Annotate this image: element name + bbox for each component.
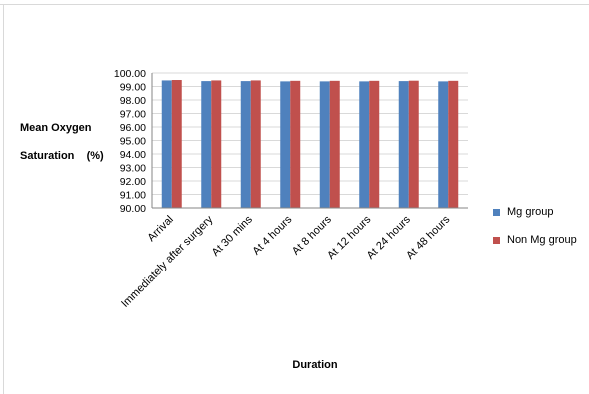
x-tick-label: At 30 mins <box>210 213 256 259</box>
legend-item-non-mg-group: Non Mg group <box>493 234 577 246</box>
bar-non-mg-group <box>290 80 301 208</box>
legend-item-mg-group: Mg group <box>493 206 553 218</box>
y-tick-label: 92.00 <box>120 176 146 188</box>
y-tick-label: 98.00 <box>120 95 146 107</box>
y-tick-label: 96.00 <box>120 122 146 134</box>
y-tick-label: 93.00 <box>120 163 146 175</box>
grid-layer <box>152 72 468 209</box>
bar-non-mg-group <box>329 80 340 208</box>
bar-mg-group <box>398 81 409 208</box>
y-tick-label: 91.00 <box>120 190 146 202</box>
frame-border-left <box>3 4 4 394</box>
bar-mg-group <box>201 81 212 208</box>
legend-swatch-non-mg-group <box>493 236 500 244</box>
y-axis-label-line-2: Saturation (%) <box>20 150 104 162</box>
bar-mg-group <box>359 81 370 208</box>
bar-non-mg-group <box>211 80 222 208</box>
bar-mg-group <box>438 81 449 208</box>
bar-non-mg-group <box>171 80 182 208</box>
bar-mg-group <box>161 80 172 208</box>
x-tick-label: Arrival <box>145 214 176 245</box>
bars <box>161 80 459 208</box>
bar-non-mg-group <box>369 80 380 208</box>
bar-mg-group <box>240 81 251 208</box>
bar-non-mg-group <box>448 80 459 208</box>
legend-swatch-mg-group <box>493 208 500 216</box>
bar-mg-group <box>319 81 330 208</box>
y-axis-label-line-1: Mean Oxygen <box>20 122 92 134</box>
x-tick-label: At 4 hours <box>250 213 294 257</box>
legend-label-non-mg-group: Non Mg group <box>507 234 577 246</box>
y-tick-label: 97.00 <box>120 109 146 121</box>
bar-mg-group <box>280 81 291 208</box>
bar-non-mg-group <box>250 80 261 208</box>
frame-border-top <box>0 4 589 5</box>
y-tick-label: 99.00 <box>120 82 146 94</box>
legend-label-mg-group: Mg group <box>507 206 554 218</box>
bar-non-mg-group <box>408 80 419 208</box>
x-axis-label: Duration <box>292 359 338 371</box>
y-tick-label: 94.00 <box>120 149 146 161</box>
y-tick-label: 100.00 <box>114 68 146 80</box>
y-tick-label: 95.00 <box>120 136 146 148</box>
y-tick-label: 90.00 <box>120 203 146 215</box>
x-tick-label: At 48 hours <box>404 213 453 262</box>
